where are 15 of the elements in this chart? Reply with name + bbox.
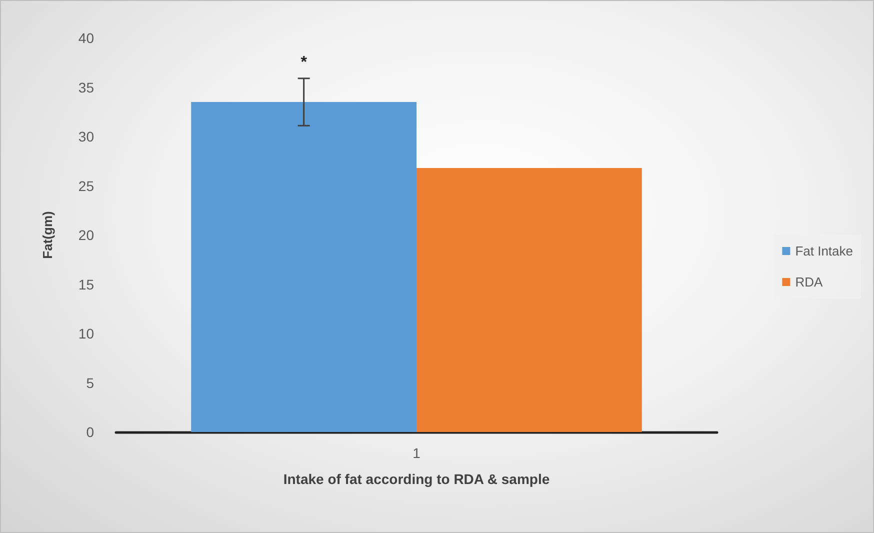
annotation: * [300,54,308,71]
x-tick-label: 1 [412,445,421,461]
y-tick-label: 25 [78,178,94,194]
y-tick-label: 0 [86,424,94,440]
y-tick-label: 40 [78,30,94,46]
y-tick-label: 35 [78,79,94,96]
y-tick-label: 15 [78,276,94,292]
y-tick-label: 5 [86,374,94,391]
y-axis-title: Fat(gm) [40,211,55,259]
legend-label: Fat Intake [795,244,854,258]
y-tick-label: 10 [78,326,94,342]
y-tick-label: 30 [78,128,94,144]
x-axis-title: Intake of fat according to RDA & sample [283,471,550,487]
legend-label: RDA [795,274,823,290]
y-tick-label: 20 [78,227,94,243]
